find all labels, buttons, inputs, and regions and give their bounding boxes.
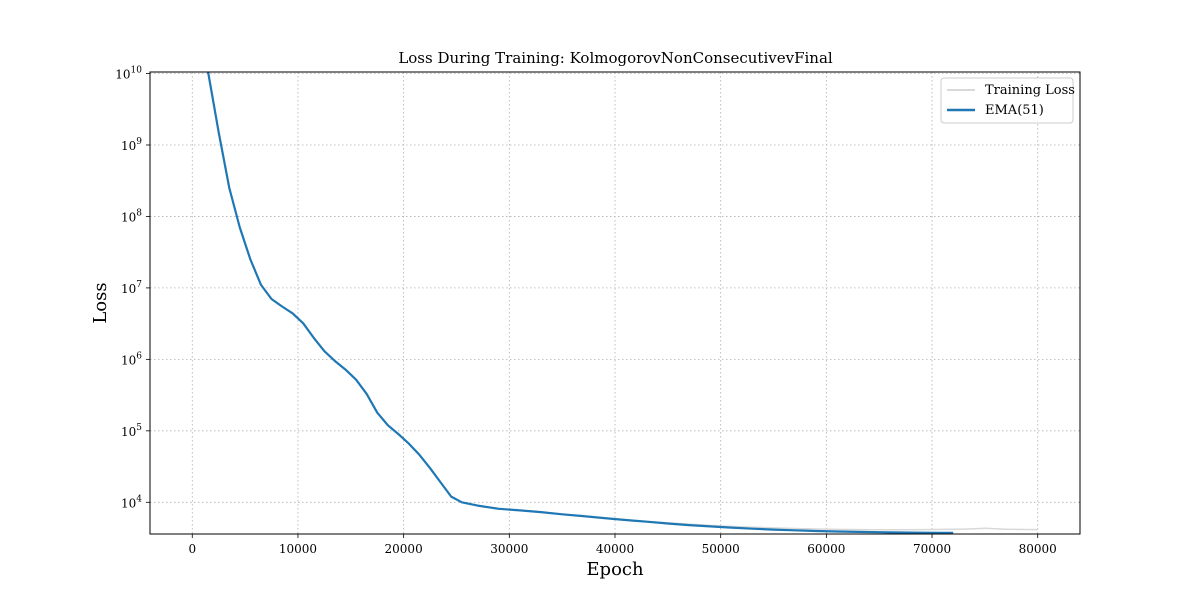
legend-label-training-loss: Training Loss [985,83,1075,98]
x-tick-label: 40000 [596,542,634,556]
x-tick-label: 50000 [702,542,740,556]
legend-label-ema: EMA(51) [985,103,1044,118]
y-tick-label: 108 [121,208,142,224]
x-tick-label: 20000 [385,542,423,556]
x-axis-label: Epoch [586,559,644,580]
x-tick-label: 80000 [1019,542,1057,556]
y-tick-label: 1010 [115,66,142,82]
legend: Training Loss EMA(51) [940,77,1075,124]
x-tick-label: 60000 [807,542,845,556]
series-layer [207,72,1038,534]
x-tick-label: 30000 [490,542,528,556]
grid-lines [150,72,1080,534]
x-axis-ticks: 0 10000 20000 30000 40000 50000 60000 70000 8000… [188,534,1057,556]
chart-title: Loss During Training: KolmogorovNonConse… [398,49,833,67]
y-axis-label: Loss [90,282,111,323]
y-axis-ticks: 104 105 106 107 108 109 1010 [115,66,150,510]
x-tick-label: 70000 [913,542,951,556]
y-tick-label: 109 [121,137,142,153]
y-tick-label: 105 [121,423,142,439]
x-tick-label: 0 [188,542,196,556]
ema-line [207,72,954,534]
y-tick-label: 104 [121,494,142,510]
y-tick-label: 106 [121,351,142,367]
training-loss-line [207,72,1038,531]
y-tick-label: 107 [121,280,142,296]
x-tick-label: 10000 [279,542,317,556]
